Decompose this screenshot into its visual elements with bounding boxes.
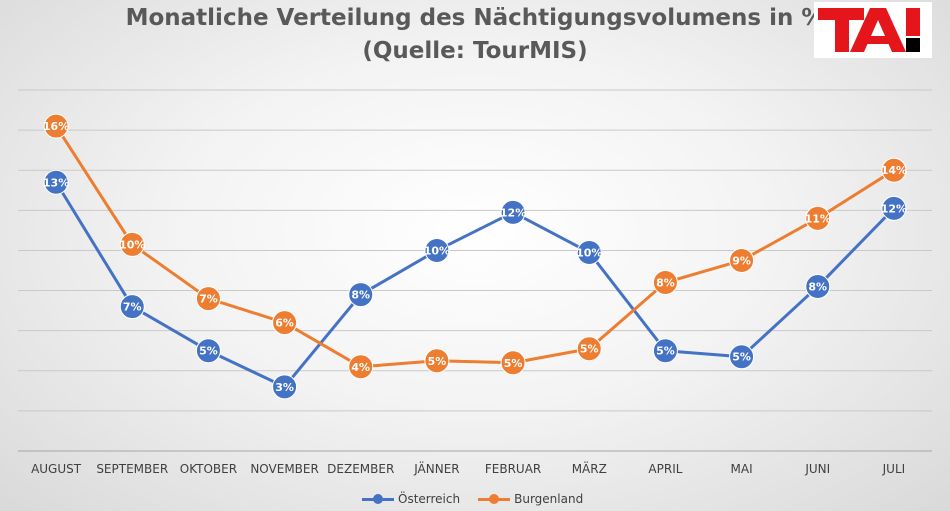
gridlines	[18, 89, 932, 412]
data-point	[881, 195, 907, 221]
series-markers: 13% 7% 5% 3% 8% 10% 12% 10% 5% 5% 8% 12% 16% 10% 7% 6% 4…	[43, 113, 907, 400]
data-point	[119, 231, 145, 257]
data-point	[195, 286, 221, 312]
data-point	[424, 237, 450, 263]
chart-title: Monatliche Verteilung des Nächtigungsvol…	[0, 2, 950, 68]
data-label: 3%	[275, 381, 294, 394]
data-label: 10%	[576, 246, 602, 259]
series-lines	[54, 124, 896, 389]
legend-item-burgenland: Burgenland	[478, 492, 583, 506]
data-label: 8%	[656, 277, 675, 290]
data-point	[729, 247, 755, 273]
data-label: 5%	[504, 357, 523, 370]
data-label: 5%	[732, 351, 751, 364]
data-label: 5%	[656, 345, 675, 358]
x-tick-label: OKTOBER	[180, 462, 237, 476]
data-label: 16%	[43, 120, 69, 133]
data-point	[652, 270, 678, 296]
legend-item-oesterreich: Österreich	[362, 492, 460, 506]
data-point	[348, 282, 374, 308]
data-label: 7%	[123, 301, 142, 314]
data-label: 13%	[43, 176, 69, 189]
chart-title-line2: (Quelle: TourMIS)	[362, 38, 588, 64]
legend-label-burgenland: Burgenland	[514, 492, 584, 506]
data-label: 8%	[351, 289, 370, 302]
data-label: 7%	[199, 293, 218, 306]
x-tick-label: JULI	[882, 462, 906, 476]
data-point	[43, 169, 69, 195]
x-tick-label: JUNI	[804, 462, 830, 476]
data-label: 8%	[808, 281, 827, 294]
data-point	[500, 199, 526, 225]
legend-swatch-burgenland	[478, 494, 511, 504]
data-label: 5%	[199, 345, 218, 358]
data-point	[729, 344, 755, 370]
x-tick-label: AUGUST	[31, 462, 82, 476]
data-point	[500, 350, 526, 376]
data-point	[881, 157, 907, 183]
data-point	[805, 274, 831, 300]
x-tick-label: MÄRZ	[572, 461, 607, 476]
data-point	[424, 348, 450, 374]
x-tick-label: JÄNNER	[413, 461, 459, 476]
x-tick-label: FEBRUAR	[485, 462, 541, 476]
data-point	[652, 338, 678, 364]
data-label: 14%	[881, 164, 907, 177]
data-point	[195, 338, 221, 364]
data-label: 11%	[805, 212, 831, 225]
data-point	[576, 239, 602, 265]
data-label: 5%	[580, 343, 599, 356]
data-point	[43, 113, 69, 139]
x-tick-label: MAI	[731, 462, 753, 476]
data-point	[272, 374, 298, 400]
data-label: 6%	[275, 317, 294, 330]
tai-logo	[814, 2, 932, 58]
data-point	[348, 354, 374, 380]
data-point	[119, 294, 145, 320]
legend-swatch-oesterreich	[362, 494, 394, 504]
x-tick-label: APRIL	[648, 462, 682, 476]
data-label: 9%	[732, 254, 751, 267]
data-label: 12%	[500, 206, 526, 219]
x-axis: AUGUST SEPTEMBER OKTOBER NOVEMBER DEZEMBER JÄ…	[18, 450, 932, 476]
series-line-0	[54, 180, 896, 389]
data-label: 4%	[351, 361, 370, 374]
legend-label-oesterreich: Österreich	[398, 492, 461, 506]
x-tick-label: NOVEMBER	[250, 462, 319, 476]
chart-title-line1: Monatliche Verteilung des Nächtigungsvol…	[125, 5, 825, 31]
data-label: 10%	[119, 238, 145, 251]
data-label: 5%	[428, 355, 447, 368]
data-label: 10%	[424, 244, 450, 257]
x-tick-label: SEPTEMBER	[96, 462, 168, 476]
data-point	[805, 205, 831, 231]
data-point	[272, 310, 298, 336]
data-label: 12%	[881, 202, 907, 215]
data-point	[576, 336, 602, 362]
legend: Österreich Burgenland	[362, 490, 583, 508]
x-tick-label: DEZEMBER	[327, 462, 394, 476]
series-line-1	[54, 124, 896, 369]
